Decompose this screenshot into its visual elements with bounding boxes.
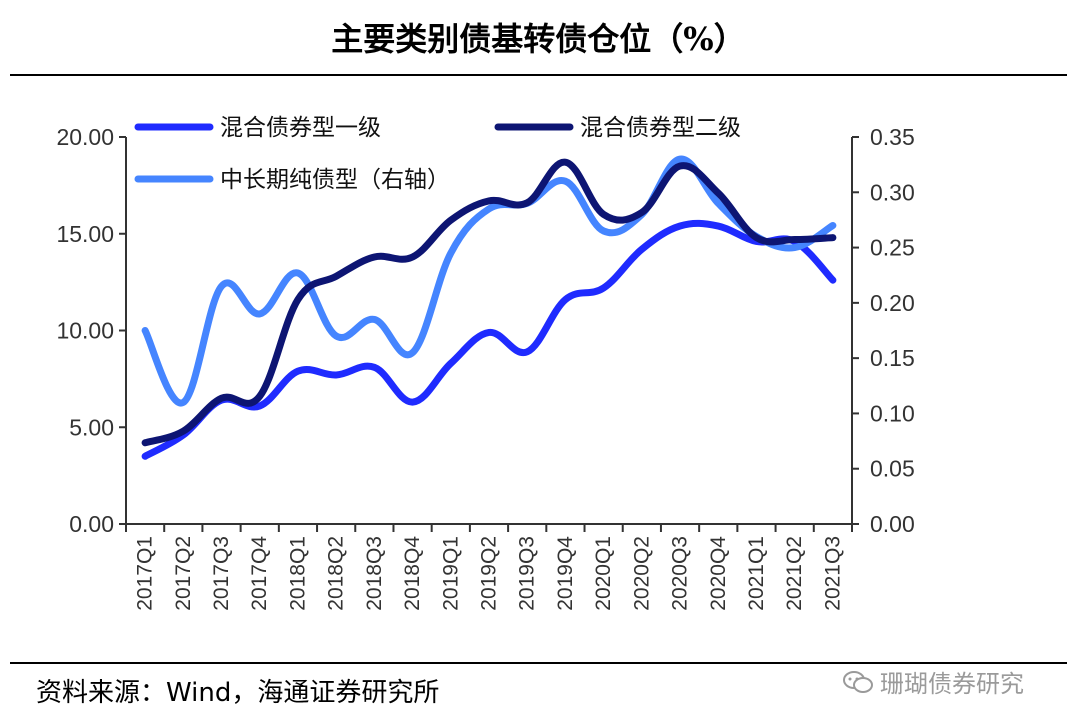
x-tick-label: 2020Q4 (707, 536, 730, 611)
x-tick-label: 2020Q1 (592, 536, 615, 611)
series-line-3 (141, 155, 837, 407)
left-tick-label: 0.00 (69, 511, 114, 537)
legend-label: 混合债券型二级 (580, 115, 741, 141)
x-tick-label: 2017Q1 (134, 536, 157, 611)
right-tick-label: 0.30 (870, 179, 915, 205)
x-tick-label: 2019Q2 (478, 536, 501, 611)
right-tick-label: 0.25 (870, 235, 915, 261)
legend-label: 中长期纯债型（右轴） (220, 167, 450, 193)
left-axis-ticks: 0.00 5.00 10.00 15.00 20.00 (56, 124, 126, 537)
x-tick-label: 2019Q1 (439, 536, 462, 611)
watermark-text: 珊瑚债券研究 (880, 670, 1024, 698)
right-tick-label: 0.10 (870, 400, 915, 426)
chart-title: 主要类别债基转债仓位（%） (331, 20, 746, 58)
x-tick-label: 2021Q2 (783, 536, 806, 611)
right-tick-label: 0.35 (870, 124, 915, 150)
x-axis-ticks: 2017Q1 2017Q2 2017Q3 2017Q4 2018Q1 2018Q2 2018… (125, 524, 853, 611)
x-tick-label: 2021Q1 (745, 536, 768, 611)
x-tick-label: 2018Q3 (363, 536, 386, 611)
left-tick-label: 20.00 (56, 124, 114, 150)
source-note: 资料来源：Wind，海通证券研究所 (36, 678, 440, 708)
x-tick-label: 2017Q4 (248, 536, 271, 611)
x-tick-label: 2021Q3 (821, 536, 844, 611)
x-tick-label: 2019Q3 (516, 536, 539, 611)
series-line-1 (141, 219, 837, 460)
x-tick-label: 2017Q3 (210, 536, 233, 611)
x-tick-label: 2020Q3 (669, 536, 692, 611)
right-tick-label: 0.15 (870, 345, 915, 371)
right-tick-label: 0.00 (870, 511, 915, 537)
left-tick-label: 10.00 (56, 318, 114, 344)
right-tick-label: 0.20 (870, 290, 915, 316)
x-tick-label: 2018Q2 (325, 536, 348, 611)
x-tick-label: 2017Q2 (172, 536, 195, 611)
right-axis-ticks: 0.00 0.05 0.10 0.15 0.20 0.25 0.30 0.35 (852, 124, 915, 537)
watermark: 珊瑚债券研究 (842, 664, 1024, 699)
bottom-divider (10, 662, 1067, 664)
x-tick-label: 2019Q4 (554, 536, 577, 611)
top-divider (10, 74, 1067, 76)
x-tick-label: 2018Q4 (401, 536, 424, 611)
x-tick-label: 2020Q2 (630, 536, 653, 611)
wechat-icon (843, 670, 873, 693)
left-tick-label: 5.00 (69, 414, 114, 440)
right-tick-label: 0.05 (870, 456, 915, 482)
series-line-2 (141, 158, 837, 447)
series-lines (141, 155, 837, 460)
left-tick-label: 15.00 (56, 221, 114, 247)
x-tick-label: 2018Q1 (286, 536, 309, 611)
legend-label: 混合债券型一级 (220, 115, 381, 141)
